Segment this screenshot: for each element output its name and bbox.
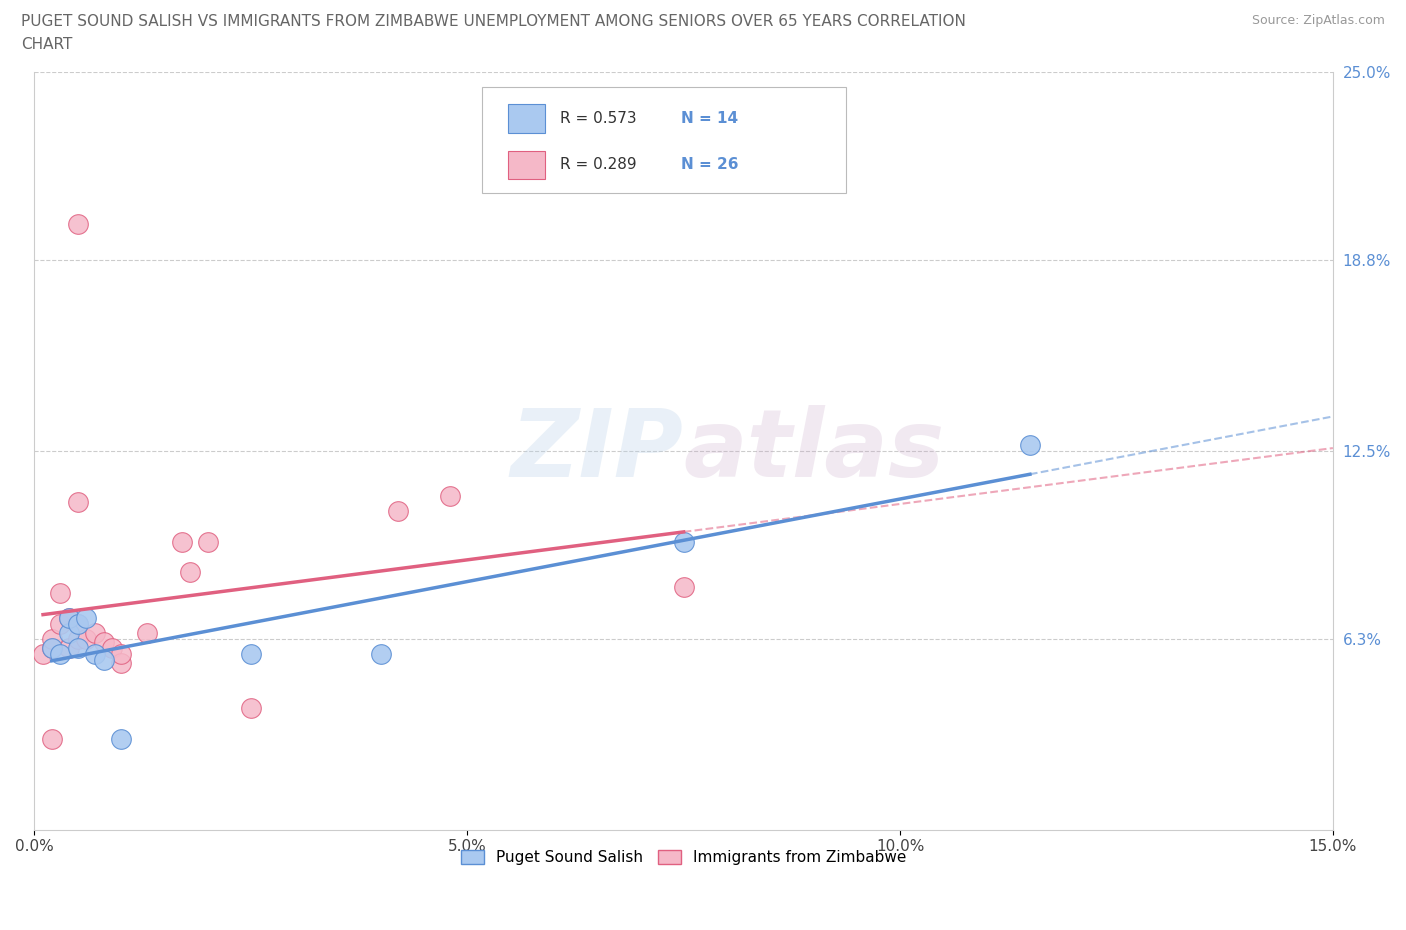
Point [66,631,89,646]
Point [58,641,80,656]
Point [58,625,80,640]
Point [135,625,157,640]
Point [75,631,97,646]
Point [41,641,63,656]
Point [1019,437,1042,452]
Text: PUGET SOUND SALISH VS IMMIGRANTS FROM ZIMBABWE UNEMPLOYMENT AMONG SENIORS OVER 6: PUGET SOUND SALISH VS IMMIGRANTS FROM ZI… [21,14,966,29]
Point [110,646,132,661]
Point [197,535,219,550]
Point [41,631,63,646]
Point [101,641,124,656]
Text: ZIP: ZIP [510,405,683,497]
Point [66,617,89,631]
Point [170,535,193,550]
Legend: Puget Sound Salish, Immigrants from Zimbabwe: Puget Sound Salish, Immigrants from Zimb… [454,844,912,871]
Point [84,625,107,640]
Point [66,495,89,510]
Text: N = 26: N = 26 [681,157,738,172]
Text: Source: ZipAtlas.com: Source: ZipAtlas.com [1251,14,1385,27]
Point [49,617,72,631]
Point [32,646,55,661]
Point [66,216,89,231]
Point [58,610,80,625]
Point [239,701,262,716]
Text: R = 0.573: R = 0.573 [560,111,637,126]
Text: N = 14: N = 14 [681,111,738,126]
Point [110,656,132,671]
Text: CHART: CHART [21,37,73,52]
Point [58,610,80,625]
Point [66,641,89,656]
FancyBboxPatch shape [509,104,544,133]
Point [75,610,97,625]
Point [41,641,63,656]
Text: atlas: atlas [683,405,945,497]
Point [84,646,107,661]
Point [110,731,132,746]
FancyBboxPatch shape [509,151,544,179]
Point [370,646,392,661]
FancyBboxPatch shape [482,87,846,193]
Point [41,731,63,746]
Point [49,646,72,661]
Point [66,617,89,631]
Point [672,535,695,550]
Point [49,586,72,601]
Point [179,565,201,579]
Point [239,646,262,661]
Point [439,489,461,504]
Text: R = 0.289: R = 0.289 [560,157,637,172]
Point [672,579,695,594]
Point [93,634,115,649]
Point [93,653,115,668]
Point [387,504,409,519]
